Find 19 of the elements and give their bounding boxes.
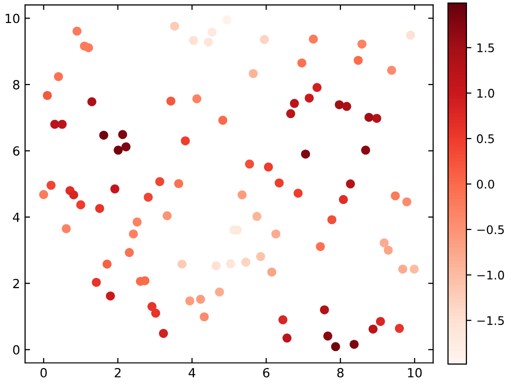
color-bar-label: 1.0 (477, 88, 494, 98)
color-bar-label: 1.5 (477, 44, 494, 52)
x-tick-label: 6 (263, 368, 270, 378)
color-bar-label: −1.5 (477, 316, 504, 326)
y-tick-label: 2 (13, 278, 19, 288)
y-tick-label: 6 (13, 146, 20, 156)
y-tick-label: 4 (12, 212, 20, 222)
color-bar-label: −0.5 (477, 225, 504, 234)
x-tick-label: 8 (337, 368, 344, 378)
color-bar-label: 0.0 (476, 180, 494, 189)
y-tick-label: 0 (13, 345, 20, 355)
x-tick-label: 0 (40, 368, 47, 378)
y-tick-label: 10 (6, 14, 20, 24)
color-bar-label: 0.5 (476, 134, 494, 144)
y-tick-label: 8 (13, 80, 20, 90)
x-tick-label: 10 (408, 368, 422, 378)
x-tick-label: 2 (114, 368, 121, 378)
x-tick-label: 4 (188, 368, 196, 378)
color-bar-label: −1.0 (477, 270, 504, 280)
